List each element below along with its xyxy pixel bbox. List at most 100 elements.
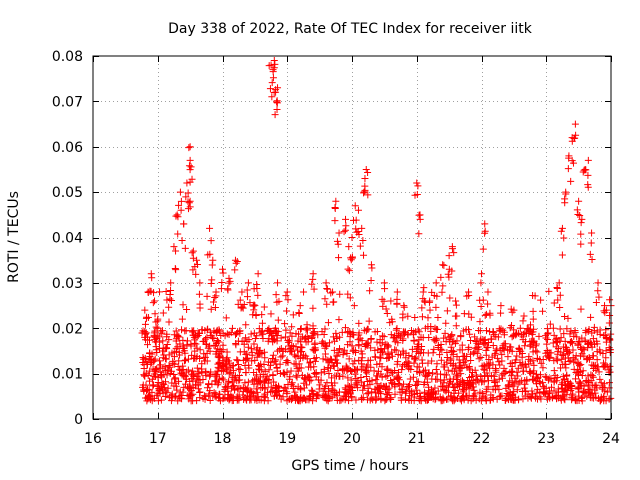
data-point (193, 256, 201, 264)
data-point (214, 353, 222, 361)
data-point (501, 396, 509, 404)
data-point (415, 230, 423, 238)
data-point (489, 328, 497, 336)
data-point (208, 380, 216, 388)
data-point (490, 331, 498, 339)
data-point (315, 385, 323, 393)
data-point (279, 347, 287, 355)
data-point (140, 365, 148, 373)
data-point (341, 324, 349, 332)
data-point (185, 144, 193, 152)
data-point (214, 360, 222, 368)
data-point (385, 384, 393, 392)
data-point (163, 371, 171, 379)
data-point (150, 381, 158, 389)
data-point (571, 326, 579, 334)
data-point (229, 361, 237, 369)
data-point (553, 395, 561, 403)
data-point (373, 327, 381, 335)
data-point (203, 333, 211, 341)
data-point (196, 346, 204, 354)
data-point (174, 213, 182, 221)
data-point (569, 390, 577, 398)
data-point (213, 337, 221, 345)
data-point (528, 387, 536, 395)
data-point (144, 341, 152, 349)
data-point (196, 388, 204, 396)
data-point (406, 375, 414, 383)
data-point (563, 371, 571, 379)
data-point (229, 383, 237, 391)
data-point (193, 333, 201, 341)
data-point (290, 351, 298, 359)
data-point (493, 345, 501, 353)
data-point (478, 362, 486, 370)
data-point (149, 382, 157, 390)
data-point (580, 346, 588, 354)
data-point (183, 305, 191, 313)
data-point (235, 372, 243, 380)
data-point (341, 226, 349, 234)
data-point (387, 368, 395, 376)
data-point (573, 369, 581, 377)
data-point (576, 211, 584, 219)
data-point (247, 388, 255, 396)
data-point (399, 362, 407, 370)
data-point (242, 350, 250, 358)
data-point (257, 378, 265, 386)
data-point (273, 105, 281, 113)
data-point (603, 362, 611, 370)
data-point (498, 374, 506, 382)
data-point (422, 372, 430, 380)
data-point (363, 342, 371, 350)
data-point (163, 333, 171, 341)
data-point (212, 292, 220, 300)
data-point (425, 369, 433, 377)
data-point (591, 389, 599, 397)
data-point (421, 366, 429, 374)
data-point (144, 314, 152, 322)
data-point (250, 329, 258, 337)
data-point (463, 292, 471, 300)
data-point (483, 327, 491, 335)
data-point (226, 277, 234, 285)
data-point (172, 327, 180, 335)
data-point (580, 387, 588, 395)
data-point (378, 332, 386, 340)
data-point (415, 328, 423, 336)
data-point (186, 143, 194, 151)
data-point (309, 397, 317, 405)
data-point (591, 340, 599, 348)
data-point (491, 378, 499, 386)
data-point (331, 205, 339, 213)
data-point (445, 252, 453, 260)
data-point (186, 156, 194, 164)
data-point (391, 346, 399, 354)
data-point (265, 366, 273, 374)
data-point (577, 230, 585, 238)
data-point (568, 339, 576, 347)
data-point (269, 371, 277, 379)
data-point (326, 339, 334, 347)
data-point (498, 357, 506, 365)
data-point (316, 381, 324, 389)
data-point (526, 321, 534, 329)
data-point (243, 355, 251, 363)
data-point (384, 372, 392, 380)
data-point (322, 392, 330, 400)
data-point (533, 354, 541, 362)
data-point (415, 211, 423, 219)
data-point (227, 384, 235, 392)
data-point (588, 361, 596, 369)
data-point (516, 378, 524, 386)
data-point (175, 333, 183, 341)
data-point (481, 339, 489, 347)
data-point (290, 360, 298, 368)
data-point (451, 312, 459, 320)
data-point (373, 360, 381, 368)
data-point (288, 342, 296, 350)
data-point (215, 365, 223, 373)
data-point (605, 395, 613, 403)
data-point (185, 162, 193, 170)
data-point (439, 261, 447, 269)
